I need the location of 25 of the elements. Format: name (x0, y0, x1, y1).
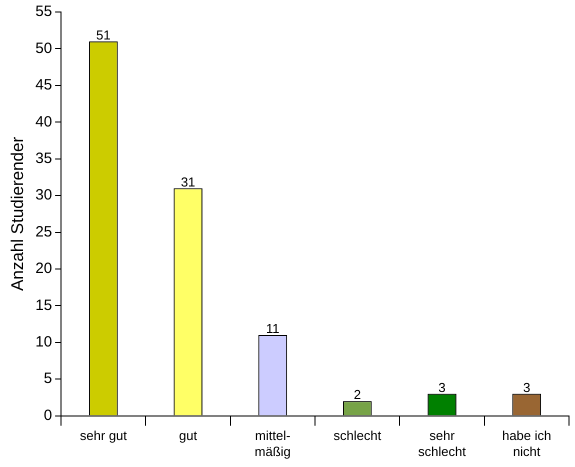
y-tick-label: 40 (35, 113, 52, 130)
x-tick-label: sehr gut (80, 428, 128, 444)
y-tick-label: 50 (35, 40, 52, 57)
x-tick-label: gut (179, 428, 198, 444)
y-tick-label: 45 (35, 76, 52, 94)
y-axis-title: Anzahl Studierender (8, 136, 27, 291)
y-tick-label: 15 (35, 296, 52, 314)
data-label: 3 (523, 380, 530, 395)
data-label: 51 (96, 27, 111, 42)
x-tick-label: habe ich nicht (502, 428, 552, 459)
data-label: 3 (438, 380, 446, 395)
y-tick-label: 5 (44, 370, 52, 388)
data-label: 11 (266, 321, 280, 336)
x-tick-label: schlecht (334, 428, 382, 444)
y-tick-label: 30 (35, 186, 52, 204)
y-tick-label: 20 (35, 260, 52, 278)
y-tick-label: 55 (35, 3, 52, 20)
data-label: 31 (180, 174, 196, 190)
y-tick-label: 0 (44, 406, 52, 424)
y-tick-label: 10 (35, 334, 52, 351)
y-tick-label: 35 (35, 150, 52, 167)
x-tick-label: sehr schlecht (418, 428, 466, 459)
data-label: 2 (354, 387, 361, 402)
x-tick-label: mittel- mäßig (254, 428, 291, 459)
y-tick-label: 25 (35, 223, 52, 240)
